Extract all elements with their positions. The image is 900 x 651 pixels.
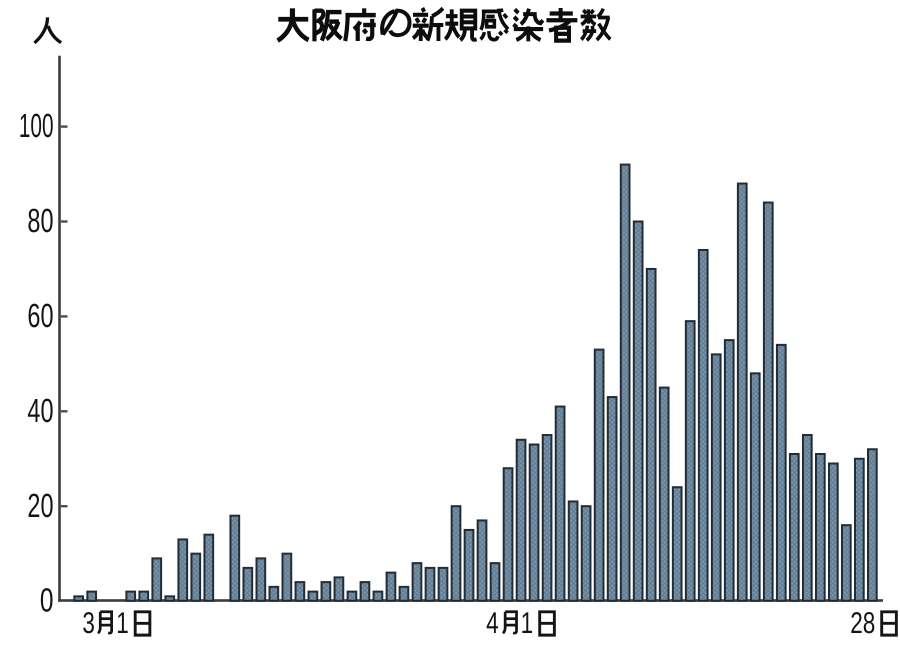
svg-text:28: 28 bbox=[850, 607, 875, 640]
svg-text:80: 80 bbox=[27, 203, 53, 240]
svg-text:60: 60 bbox=[27, 298, 53, 335]
svg-text:0: 0 bbox=[40, 583, 54, 620]
svg-text:40: 40 bbox=[27, 393, 53, 430]
svg-text:1: 1 bbox=[116, 607, 129, 640]
svg-text:4: 4 bbox=[486, 607, 499, 640]
svg-text:1: 1 bbox=[521, 607, 534, 640]
svg-text:20: 20 bbox=[27, 488, 53, 525]
svg-text:3: 3 bbox=[82, 607, 95, 640]
svg-text:100: 100 bbox=[19, 108, 54, 145]
